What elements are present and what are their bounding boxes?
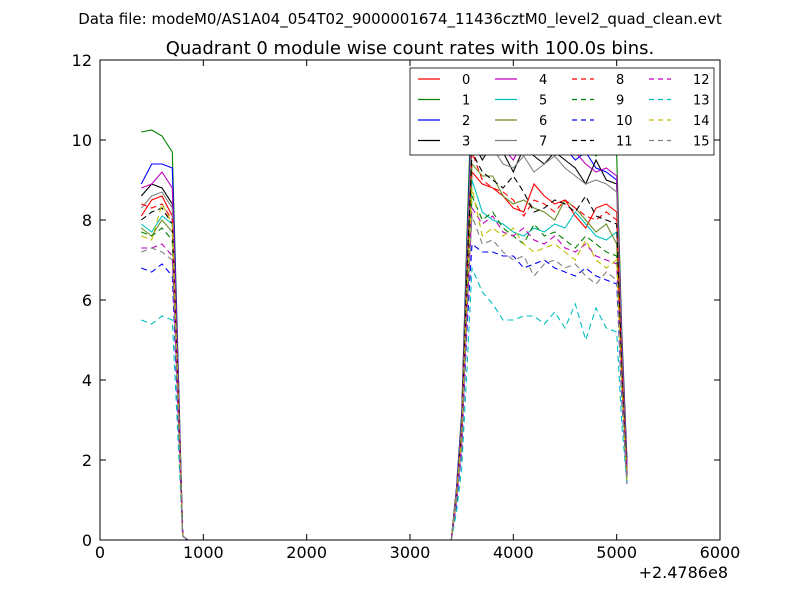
series-line-8 [141, 151, 628, 541]
x-offset-label: +2.4786e8 [639, 563, 728, 582]
y-tick-label: 4 [82, 371, 92, 390]
series-line-14 [141, 187, 628, 541]
legend-label-5: 5 [539, 94, 547, 109]
y-tick-label: 10 [72, 131, 92, 150]
legend-label-15: 15 [693, 135, 710, 150]
y-tick-label: 12 [72, 51, 92, 70]
legend-label-6: 6 [539, 114, 547, 129]
x-tick-label: 1000 [183, 543, 224, 562]
series-line-11 [140, 149, 628, 541]
x-tick-label: 6000 [700, 543, 741, 562]
series-line-0 [140, 170, 628, 541]
series-line-9 [141, 195, 628, 541]
legend-label-11: 11 [616, 135, 633, 150]
legend-label-14: 14 [693, 114, 710, 129]
legend-label-13: 13 [693, 94, 710, 109]
series-line-12 [141, 206, 628, 541]
legend-label-12: 12 [693, 73, 710, 88]
y-tick-label: 2 [82, 451, 92, 470]
x-tick-label: 0 [95, 543, 105, 562]
legend-label-3: 3 [462, 135, 470, 150]
series-line-10 [141, 242, 628, 541]
legend-label-7: 7 [539, 135, 547, 150]
series-line-5 [140, 179, 628, 541]
legend-label-0: 0 [462, 73, 470, 88]
x-tick-label: 3000 [390, 543, 431, 562]
legend-box [409, 67, 715, 156]
x-tick-label: 4000 [493, 543, 534, 562]
series-line-13 [141, 267, 628, 541]
series-line-7 [140, 127, 628, 541]
chart-title: Quadrant 0 module wise count rates with … [166, 38, 655, 59]
y-tick-label: 8 [82, 211, 92, 230]
x-tick-label: 5000 [596, 543, 637, 562]
series-line-2 [140, 105, 628, 541]
series-line-15 [141, 215, 628, 541]
legend-label-8: 8 [616, 73, 624, 88]
y-tick-label: 0 [82, 531, 92, 550]
chart-suptitle: Data file: modeM0/AS1A04_054T02_90000016… [78, 10, 722, 29]
legend-label-1: 1 [462, 94, 470, 109]
legend-label-2: 2 [462, 114, 470, 129]
legend-label-10: 10 [616, 114, 633, 129]
y-tick-label: 6 [82, 291, 92, 310]
legend-label-9: 9 [616, 94, 624, 109]
x-tick-label: 2000 [286, 543, 327, 562]
legend-label-4: 4 [539, 73, 547, 88]
series-line-4 [141, 115, 628, 541]
series-line-6 [140, 162, 628, 541]
